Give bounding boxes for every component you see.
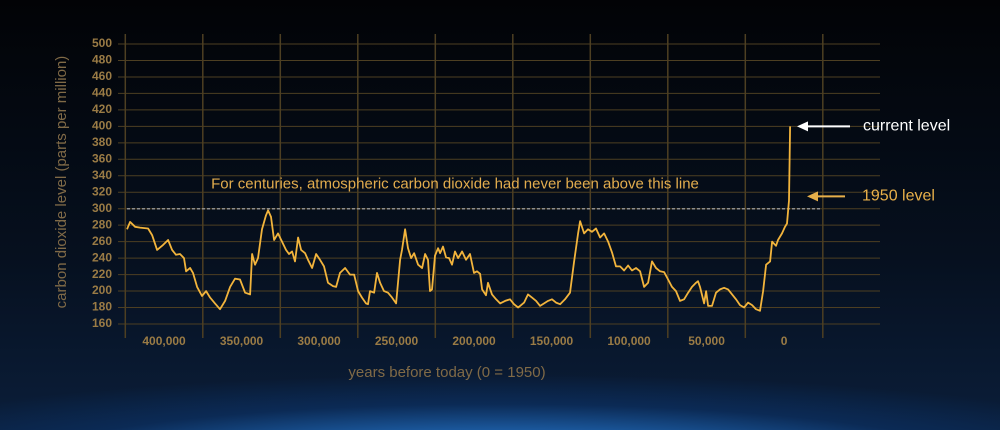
y-tick-label: 200	[92, 283, 112, 297]
y-tick-label: 460	[92, 69, 112, 83]
x-tick-label: 150,000	[530, 334, 574, 348]
y-tick-label: 240	[92, 250, 112, 264]
x-tick-label: 50,000	[688, 334, 725, 348]
data-line	[126, 126, 791, 312]
y-tick-label: 380	[92, 135, 112, 149]
x-tick-label: 400,000	[142, 334, 186, 348]
y-tick-label: 360	[92, 151, 112, 165]
annotation-label: current level	[863, 118, 950, 135]
y-tick-label: 420	[92, 102, 112, 116]
y-tick-label: 260	[92, 234, 112, 248]
y-tick-label: 280	[92, 217, 112, 231]
x-tick-label: 200,000	[452, 334, 496, 348]
y-tick-label: 480	[92, 53, 112, 67]
x-tick-label: 250,000	[375, 334, 419, 348]
threshold-label: For centuries, atmospheric carbon dioxid…	[211, 176, 699, 193]
annotation-arrowhead	[797, 121, 808, 132]
y-tick-label: 220	[92, 267, 112, 281]
y-tick-label: 340	[92, 168, 112, 182]
x-tick-label: 300,000	[297, 334, 341, 348]
y-tick-label: 320	[92, 184, 112, 198]
x-tick-label: 350,000	[220, 334, 264, 348]
y-tick-label: 440	[92, 86, 112, 100]
y-tick-label: 160	[92, 316, 112, 330]
y-tick-label: 500	[92, 36, 112, 50]
x-tick-label: 100,000	[607, 334, 651, 348]
annotation-label: 1950 level	[862, 188, 935, 205]
y-tick-label: 400	[92, 119, 112, 133]
annotation-arrowhead	[807, 191, 818, 202]
x-tick-label: 0	[781, 334, 788, 348]
y-tick-label: 300	[92, 201, 112, 215]
x-axis-title: years before today (0 = 1950)	[348, 364, 545, 381]
y-axis-title: carbon dioxide level (parts per million)	[53, 56, 70, 309]
y-tick-label: 180	[92, 300, 112, 314]
